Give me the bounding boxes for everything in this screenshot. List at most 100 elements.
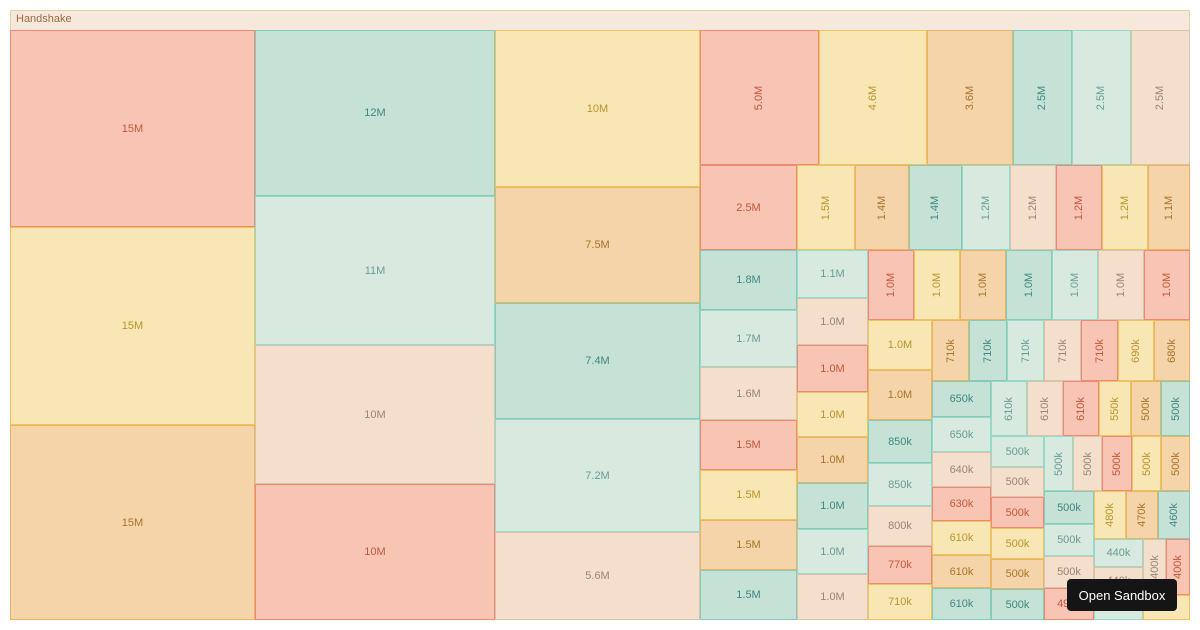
treemap-cell[interactable]: 470k — [1126, 491, 1158, 539]
treemap-cell-label: 2.5M — [1095, 85, 1108, 110]
treemap-cell[interactable]: 1.2M — [1010, 165, 1056, 250]
treemap-cell[interactable]: 1.6M — [700, 367, 797, 420]
treemap-cell[interactable]: 5.0M — [700, 30, 819, 165]
treemap-cell[interactable]: 1.5M — [700, 570, 797, 620]
treemap-cell[interactable]: 1.0M — [868, 250, 914, 320]
treemap-cell[interactable]: 610k — [932, 588, 991, 620]
treemap-cell[interactable]: 1.0M — [797, 529, 868, 574]
treemap-cell[interactable]: 500k — [991, 589, 1044, 620]
treemap-cell[interactable]: 770k — [868, 546, 932, 584]
treemap-cell-label: 710k — [888, 596, 912, 608]
treemap-cell[interactable]: 1.5M — [700, 470, 797, 520]
treemap-cell-label: 4.6M — [867, 85, 879, 110]
open-sandbox-button[interactable]: Open Sandbox — [1067, 579, 1177, 611]
treemap-cell[interactable]: 500k — [1161, 436, 1190, 491]
treemap-cell[interactable]: 1.7M — [700, 310, 797, 367]
treemap-cell[interactable]: 12M — [255, 30, 495, 196]
treemap-cell[interactable]: 610k — [1027, 381, 1063, 436]
treemap-cell[interactable]: 4.6M — [819, 30, 927, 165]
treemap-cell[interactable]: 1.1M — [1148, 165, 1190, 250]
treemap-cell[interactable]: 710k — [932, 320, 969, 381]
treemap-cell[interactable]: 15M — [10, 227, 255, 425]
treemap-cell[interactable]: 1.0M — [868, 320, 932, 370]
treemap-cell[interactable]: 500k — [1131, 381, 1161, 436]
treemap-cell[interactable]: 850k — [868, 463, 932, 506]
treemap-cell[interactable]: 500k — [1044, 491, 1094, 524]
treemap-cell[interactable]: 800k — [868, 506, 932, 546]
treemap-cell[interactable]: 1.0M — [960, 250, 1006, 320]
treemap-cell[interactable]: 480k — [1094, 491, 1126, 539]
treemap-cell[interactable]: 1.0M — [797, 298, 868, 345]
treemap-cell[interactable]: 850k — [868, 420, 932, 463]
treemap-cell[interactable]: 500k — [1102, 436, 1132, 491]
treemap-cell[interactable]: 460k — [1158, 491, 1190, 539]
treemap-cell[interactable]: 7.4M — [495, 303, 700, 419]
treemap-cell[interactable]: 500k — [991, 559, 1044, 589]
treemap-cell[interactable]: 500k — [1044, 524, 1094, 556]
treemap-cell[interactable]: 3.6M — [927, 30, 1013, 165]
treemap-cell[interactable]: 610k — [932, 555, 991, 588]
treemap-cell[interactable]: 10M — [255, 484, 495, 620]
treemap-cell[interactable]: 1.5M — [700, 520, 797, 570]
treemap-cell[interactable]: 500k — [1044, 436, 1073, 491]
treemap-cell[interactable]: 710k — [969, 320, 1007, 381]
treemap-cell[interactable]: 1.2M — [962, 165, 1010, 250]
treemap-cell[interactable]: 1.2M — [1056, 165, 1102, 250]
treemap-cell[interactable]: 710k — [1081, 320, 1118, 381]
treemap-cell[interactable]: 500k — [991, 497, 1044, 528]
treemap-cell[interactable]: 1.0M — [797, 392, 868, 437]
treemap-cell[interactable]: 650k — [932, 381, 991, 417]
treemap-cell[interactable]: 15M — [10, 30, 255, 227]
treemap-cell[interactable]: 610k — [932, 521, 991, 555]
treemap-cell[interactable]: 1.0M — [914, 250, 960, 320]
treemap-cell[interactable]: 610k — [991, 381, 1027, 436]
treemap-cell[interactable]: 500k — [991, 467, 1044, 497]
treemap-cell[interactable]: 710k — [1044, 320, 1081, 381]
treemap-cell[interactable]: 500k — [1073, 436, 1102, 491]
treemap-cell[interactable]: 2.5M — [1072, 30, 1131, 165]
treemap-cell-label: 2.5M — [736, 201, 761, 214]
treemap-cell[interactable]: 7.5M — [495, 187, 700, 303]
treemap-cell[interactable]: 10M — [255, 345, 495, 484]
treemap-cell[interactable]: 1.4M — [909, 165, 962, 250]
treemap-cell[interactable]: 1.0M — [1144, 250, 1190, 320]
treemap-cell[interactable]: 1.1M — [797, 250, 868, 298]
treemap-cell[interactable]: 1.2M — [1102, 165, 1148, 250]
treemap-cell-label: 2.5M — [1154, 85, 1167, 110]
treemap-cell[interactable]: 710k — [868, 584, 932, 620]
treemap-cell[interactable]: 610k — [1063, 381, 1099, 436]
treemap-cell[interactable]: 1.0M — [1052, 250, 1098, 320]
treemap-cell[interactable]: 500k — [991, 528, 1044, 559]
treemap-cell[interactable]: 500k — [1132, 436, 1161, 491]
treemap-cell[interactable]: 630k — [932, 487, 991, 521]
treemap-cell[interactable]: 1.4M — [855, 165, 909, 250]
treemap-cell[interactable]: 680k — [1154, 320, 1190, 381]
treemap-cell[interactable]: 640k — [932, 452, 991, 487]
treemap-cell[interactable]: 550k — [1099, 381, 1131, 436]
treemap-cell[interactable]: 5.6M — [495, 532, 700, 620]
treemap-cell[interactable]: 1.5M — [797, 165, 855, 250]
treemap-cell[interactable]: 2.5M — [1131, 30, 1190, 165]
treemap-cell[interactable]: 2.5M — [700, 165, 797, 250]
treemap-cell[interactable]: 1.0M — [1006, 250, 1052, 320]
treemap-cell[interactable]: 7.2M — [495, 419, 700, 532]
treemap-cell[interactable]: 1.0M — [868, 370, 932, 420]
treemap-cell[interactable]: 1.0M — [1098, 250, 1144, 320]
treemap-cell[interactable]: 2.5M — [1013, 30, 1072, 165]
treemap-cell[interactable]: 440k — [1094, 539, 1143, 567]
treemap-cell[interactable]: 10M — [495, 30, 700, 187]
treemap-cell[interactable]: 1.8M — [700, 250, 797, 310]
treemap-cell[interactable]: 1.0M — [797, 345, 868, 392]
treemap-cell[interactable]: 15M — [10, 425, 255, 620]
treemap-cell[interactable]: 1.0M — [797, 437, 868, 483]
treemap-cell[interactable]: 710k — [1007, 320, 1044, 381]
treemap-cell[interactable]: 1.5M — [700, 420, 797, 470]
treemap-cell[interactable]: 500k — [991, 436, 1044, 467]
treemap-cell[interactable]: 11M — [255, 196, 495, 345]
treemap-cell[interactable]: 650k — [932, 417, 991, 452]
treemap-cell[interactable]: 500k — [1161, 381, 1190, 436]
treemap-cell[interactable]: 690k — [1118, 320, 1154, 381]
treemap-cell[interactable]: 1.0M — [797, 574, 868, 620]
treemap-cell[interactable]: 1.0M — [797, 483, 868, 529]
treemap-cell-label: 1.0M — [820, 454, 845, 466]
